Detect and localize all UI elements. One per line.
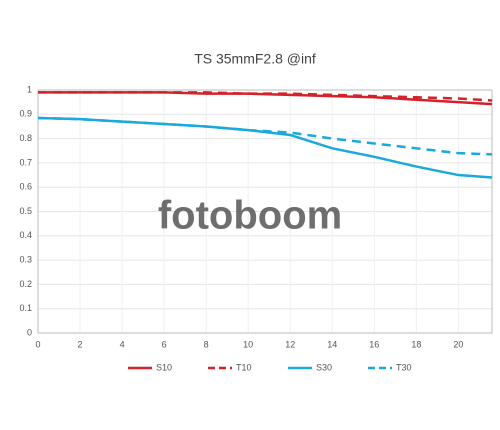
legend-label: S30 [316,362,332,372]
plot-frame [37,89,493,334]
series-line [37,116,493,156]
legend-label: T30 [396,362,412,372]
y-tick-label: 0.2 [19,279,32,289]
legend-label: T10 [236,362,252,372]
x-tick-label: 12 [285,339,295,349]
y-tick-label: 0 [27,327,32,337]
x-tick-label: 16 [369,339,379,349]
x-tick-label: 2 [78,339,83,349]
y-tick-label: 1 [27,84,32,94]
x-tick-label: 0 [35,339,40,349]
series-line [38,91,493,102]
x-tick-label: 10 [243,339,253,349]
x-tick-label: 8 [204,339,209,349]
legend-label: S10 [156,362,172,372]
y-tick-label: 0.1 [19,303,32,313]
x-tick-label: 20 [453,339,463,349]
series-line [37,116,493,179]
y-tick-label: 0.3 [19,254,32,264]
y-tick-label: 0.6 [19,182,32,192]
y-tick-label: 0.9 [19,109,32,119]
y-tick-label: 0.8 [19,133,32,143]
x-tick-label: 18 [411,339,421,349]
y-tick-label: 0.5 [19,206,32,216]
x-tick-label: 4 [120,339,125,349]
chart-title: TS 35mmF2.8 @inf [194,51,316,67]
watermark: fotoboom [158,194,342,238]
x-tick-label: 14 [327,339,337,349]
y-tick-label: 0.7 [19,157,32,167]
y-tick-label: 0.4 [19,230,32,240]
x-tick-label: 6 [162,339,167,349]
